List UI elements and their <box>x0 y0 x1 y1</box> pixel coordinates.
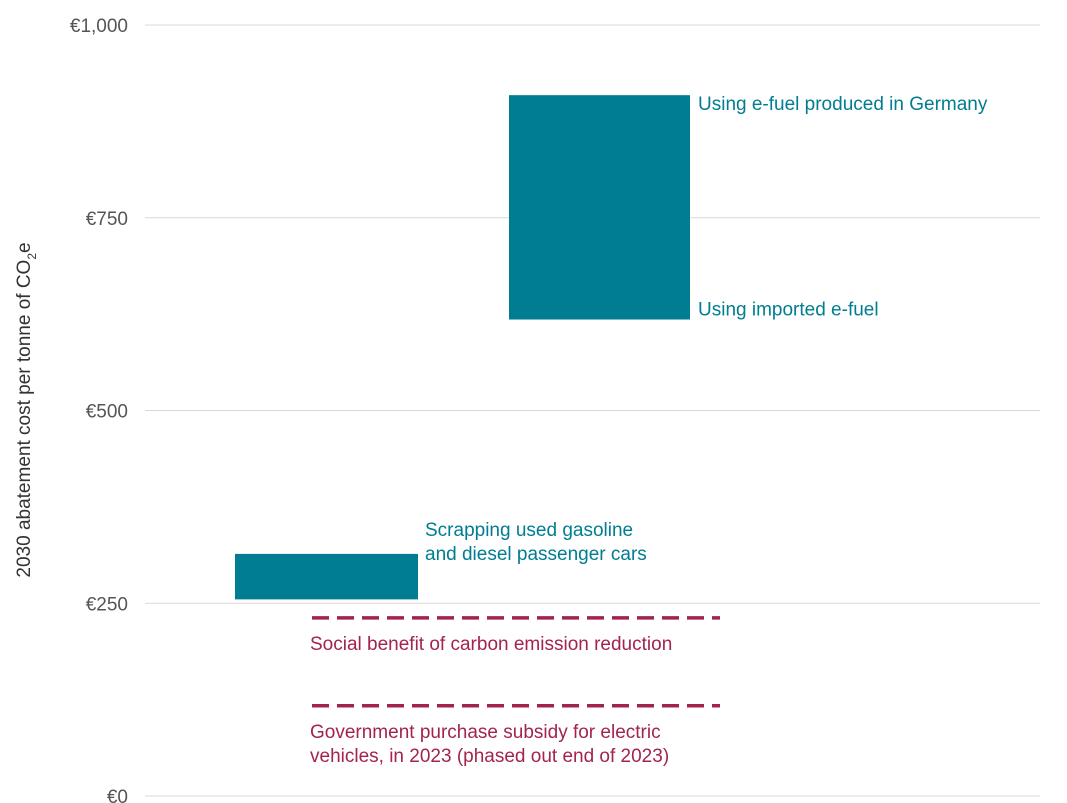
y-tick-label: €1,000 <box>70 16 128 37</box>
y-axis-label-sub: 2 <box>25 253 39 260</box>
y-tick-label: €500 <box>86 402 128 423</box>
y-tick-label: €250 <box>86 594 128 615</box>
bar-label: Scrapping used gasoline <box>425 520 633 541</box>
bar <box>509 95 690 320</box>
y-tick-label: €750 <box>86 209 128 230</box>
gridlines <box>145 24 1040 797</box>
reference-label: vehicles, in 2023 (phased out end of 202… <box>310 746 669 767</box>
reference-label: Social benefit of carbon emission reduct… <box>310 634 672 655</box>
bars <box>235 95 690 600</box>
bar-label-high: Using e-fuel produced in Germany <box>698 94 988 115</box>
y-axis-label-tail: e <box>14 242 35 253</box>
annotations: Scrapping used gasoline and diesel passen… <box>310 94 988 767</box>
y-tick-label: €0 <box>107 787 128 803</box>
y-tick-labels: €0 €250 €500 €750 €1,000 <box>70 16 128 803</box>
bar <box>235 553 418 600</box>
reference-label: Government purchase subsidy for electric <box>310 722 661 743</box>
reference-lines <box>312 616 720 708</box>
bar-label: and diesel passenger cars <box>425 544 647 565</box>
y-axis-label: 2030 abatement cost per tonne of CO2e <box>14 242 39 577</box>
y-axis-label-main: 2030 abatement cost per tonne of CO <box>14 260 35 578</box>
bar-label-low: Using imported e-fuel <box>698 300 879 321</box>
